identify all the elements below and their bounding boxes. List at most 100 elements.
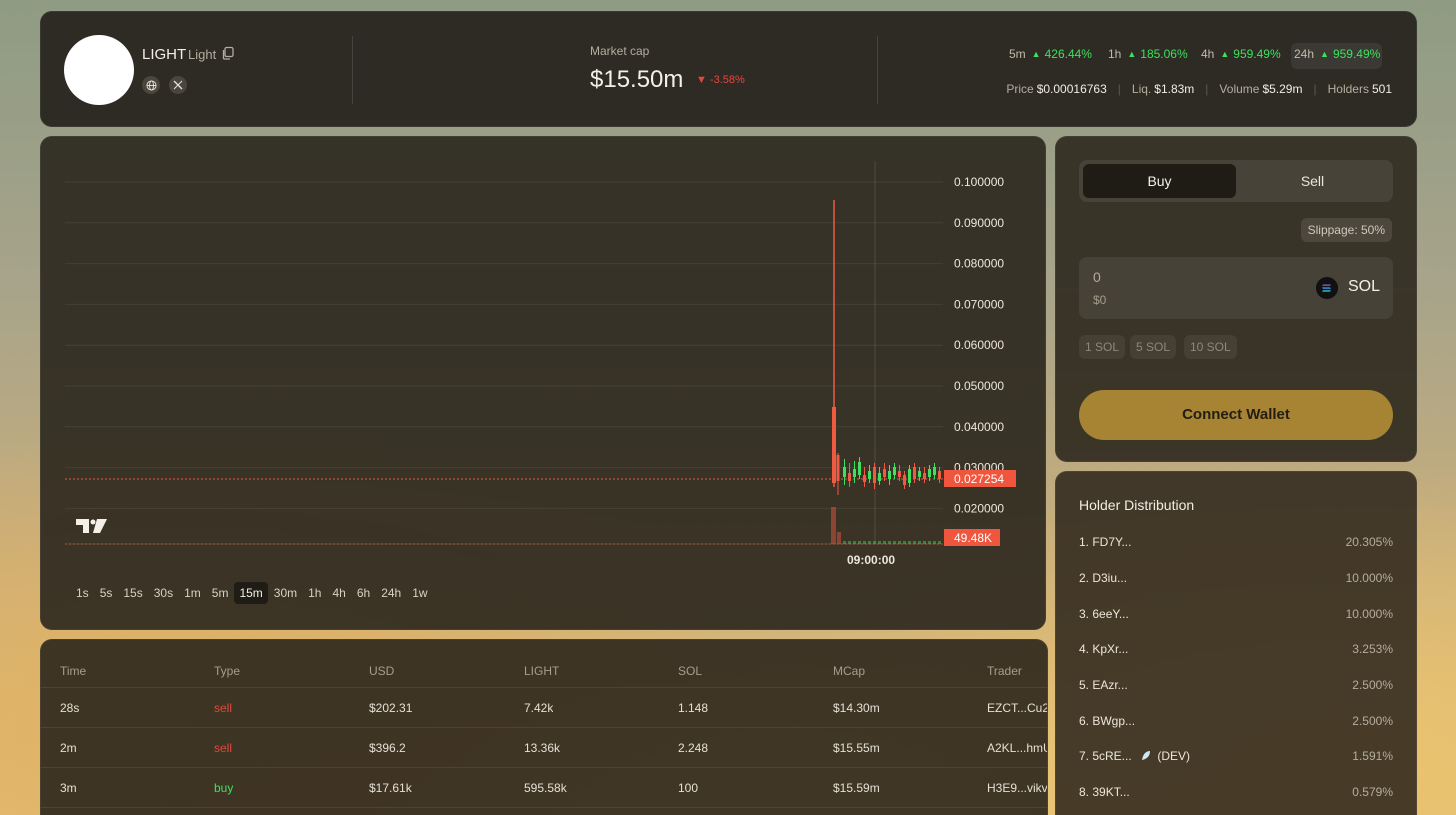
up-arrow-icon: ▲: [1127, 49, 1137, 59]
candle: [933, 467, 936, 475]
connect-wallet-button[interactable]: Connect Wallet: [1079, 390, 1393, 440]
interval-selector: 1s 5s 15s 30s 1m 5m 15m 30m 1h 4h 6h 24h 1w: [71, 582, 434, 604]
volume-bar: [831, 507, 836, 544]
timeframe-1h[interactable]: 1h ▲ 185.06%: [1108, 47, 1188, 61]
holder-row[interactable]: 3. 6eeY... 10.000%: [1079, 607, 1393, 621]
market-cap-value: $15.50m: [590, 66, 684, 93]
candle: [873, 467, 876, 483]
candle: [913, 467, 916, 479]
x-twitter-icon[interactable]: [169, 76, 187, 94]
interval-15m[interactable]: 15m: [234, 582, 268, 604]
currency-label: SOL: [1348, 278, 1381, 295]
holder-row[interactable]: 1. FD7Y... 20.305%: [1079, 535, 1393, 549]
amount-input[interactable]: 0 $0 SOL: [1079, 257, 1393, 319]
price-tick-label: 0.040000: [954, 420, 1004, 434]
candle: [928, 469, 931, 477]
volume-bar: [837, 532, 841, 544]
volume-bar: [873, 541, 876, 544]
volume-bar: [888, 541, 891, 544]
price-tick-label: 0.080000: [954, 257, 1004, 271]
volume-bar: [938, 541, 941, 544]
slippage-button[interactable]: Slippage: 50%: [1300, 218, 1392, 242]
token-symbol: Light: [188, 47, 217, 62]
holder-row[interactable]: 5. EAzr... 2.500%: [1079, 678, 1393, 692]
interval-30s[interactable]: 30s: [153, 586, 174, 600]
volume-bar: [843, 541, 846, 544]
volume-bar: [863, 541, 866, 544]
quick-amount-5-sol[interactable]: 5 SOL: [1130, 335, 1177, 359]
interval-24h[interactable]: 24h: [381, 586, 402, 600]
holder-row[interactable]: 8. 39KT... 0.579%: [1079, 785, 1393, 799]
volume-bar: [903, 541, 906, 544]
volume-bar: [913, 541, 916, 544]
table-row[interactable]: 3m buy $17.61k 595.58k 100 $15.59m H3E9.…: [41, 768, 1047, 808]
holder-row[interactable]: 4. KpXr... 3.253%: [1079, 642, 1393, 656]
holder-distribution-title: Holder Distribution: [1079, 497, 1195, 513]
quick-amount-1-sol[interactable]: 1 SOL: [1079, 335, 1126, 359]
price-chart-panel[interactable]: 0.100000 0.090000 0.080000 0.070000 0.060000…: [40, 136, 1046, 630]
candle: [908, 469, 911, 483]
amount-usd: $0: [1093, 293, 1107, 307]
interval-1w[interactable]: 1w: [412, 586, 428, 600]
candle: [843, 467, 846, 477]
interval-6h[interactable]: 6h: [356, 586, 371, 600]
candlestick-chart[interactable]: 0.100000 0.090000 0.080000 0.070000 0.060000…: [41, 137, 1046, 577]
volume-bar: [868, 541, 871, 544]
candle: [868, 471, 871, 479]
holder-row[interactable]: 2. D3iu... 10.000%: [1079, 571, 1393, 585]
interval-1m[interactable]: 1m: [184, 586, 201, 600]
up-arrow-icon: ▲: [1320, 49, 1329, 59]
candle: [938, 471, 941, 479]
token-stats: Price $0.00016763 | Liq. $1.83m | Volume $5…: [1006, 82, 1392, 96]
timeframe-5m[interactable]: 5m ▲ 426.44%: [1009, 47, 1092, 61]
candle: [923, 473, 926, 479]
volume-tag: [944, 529, 1000, 546]
divider: [877, 36, 878, 104]
interval-4h[interactable]: 4h: [332, 586, 346, 600]
timeframe-24h[interactable]: 24h ▲ 959.49%: [1294, 47, 1381, 61]
copy-icon[interactable]: [221, 46, 235, 60]
trader-link: EZCT...Cu2V: [987, 701, 1047, 715]
col-light: LIGHT: [524, 664, 560, 678]
price-tick-label: 0.100000: [954, 175, 1004, 189]
token-name: LIGHT: [142, 46, 187, 63]
trades-table: Time Type USD LIGHT SOL MCap Trader 28s …: [40, 639, 1048, 815]
candle: [858, 462, 861, 475]
tradingview-logo-icon: [76, 519, 107, 533]
holder-row[interactable]: 7. 5cRE... (DEV) 1.591%: [1079, 749, 1393, 763]
price-tick-label: 0.060000: [954, 338, 1004, 352]
market-cap-change: ▼ -3.58%: [696, 74, 745, 86]
interval-15s[interactable]: 15s: [123, 586, 143, 600]
interval-30m[interactable]: 30m: [273, 586, 298, 600]
interval-5s[interactable]: 5s: [99, 586, 113, 600]
candle: [918, 471, 921, 477]
dev-tag: (DEV): [1157, 749, 1191, 763]
candle: [893, 467, 896, 475]
interval-5m[interactable]: 5m: [211, 586, 229, 600]
table-row[interactable]: 2m sell $396.2 13.36k 2.248 $15.55m A2KL…: [41, 728, 1048, 768]
holder-row[interactable]: 6. BWgp... 2.500%: [1079, 714, 1393, 728]
interval-1h[interactable]: 1h: [308, 586, 322, 600]
price-tick-label: 0.090000: [954, 216, 1004, 230]
timeframe-4h[interactable]: 4h ▲ 959.49%: [1201, 47, 1281, 61]
candle: [853, 469, 856, 477]
volume-bar: [898, 541, 901, 544]
volume-bar: [858, 541, 861, 544]
token-header: LIGHT Light Market cap $15.50m ▼ -3.58% …: [40, 11, 1417, 127]
table-row[interactable]: 28s sell $202.31 7.42k 1.148 $14.30m EZC…: [41, 688, 1047, 728]
amount-value[interactable]: 0: [1093, 269, 1101, 285]
interval-1s[interactable]: 1s: [76, 586, 89, 600]
liquidity-stat: Liq. $1.83m: [1131, 82, 1195, 96]
up-arrow-icon: ▲: [1031, 49, 1041, 59]
trader-link: A2KL...hmU: [987, 741, 1048, 755]
buy-tab[interactable]: Buy: [1083, 164, 1236, 198]
globe-icon[interactable]: [142, 76, 160, 94]
volume-bar: [918, 541, 921, 544]
quick-amount-10-sol[interactable]: 10 SOL: [1184, 335, 1237, 359]
sell-tab[interactable]: Sell: [1300, 173, 1325, 189]
candle: [883, 469, 886, 477]
holders-stat: Holders 501: [1327, 82, 1392, 96]
candle: [878, 473, 881, 481]
divider: [352, 36, 353, 104]
leaf-icon: [1142, 751, 1151, 760]
